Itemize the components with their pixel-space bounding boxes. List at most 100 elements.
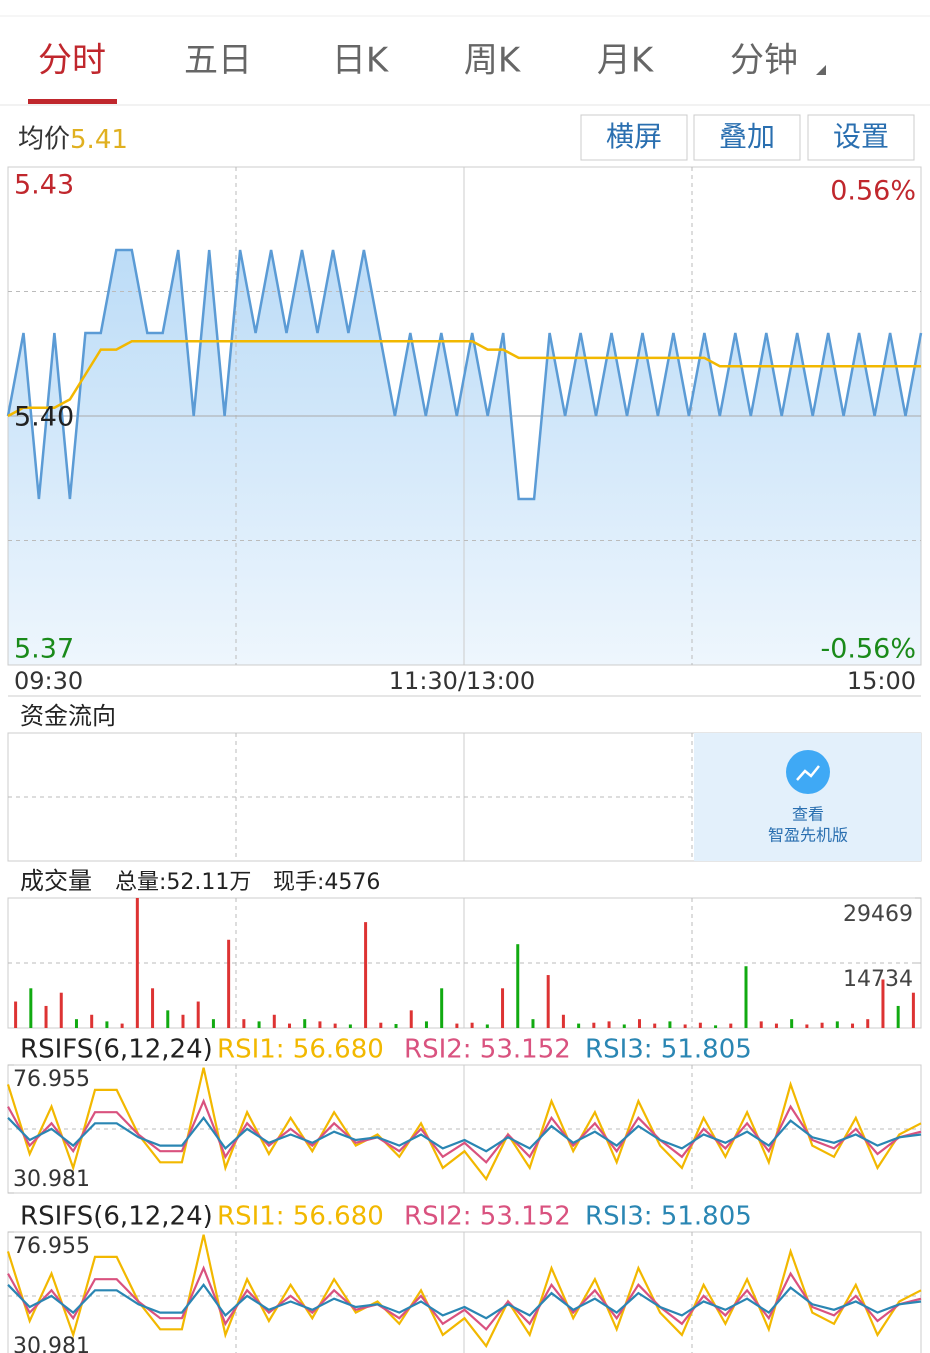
volume-bar (196, 1001, 200, 1028)
volume-bar (455, 1023, 459, 1028)
volume-bar (409, 1010, 413, 1028)
legend-entry: RSI1: 56.680 (217, 1202, 384, 1232)
price-top: 5.43 (14, 170, 74, 201)
volume-bar (105, 1021, 109, 1028)
volume-bar (74, 1019, 78, 1028)
volume-bar (531, 1019, 535, 1028)
pct-top: 0.56% (830, 176, 916, 207)
volume-bar (501, 988, 505, 1028)
promo-icon-arrow (796, 765, 820, 781)
volume-bar (440, 988, 444, 1028)
volume-bar (805, 1024, 809, 1028)
volume-bar (333, 1023, 337, 1028)
volume-bar (911, 992, 915, 1028)
volume-bar (835, 1021, 839, 1028)
volume-bar (790, 1019, 794, 1028)
rsi-header: RSIFS(6,12,24) (20, 1035, 213, 1065)
fund-title: 资金流向 (20, 702, 116, 730)
volume-bar (90, 1014, 94, 1028)
volume-bar (242, 1019, 246, 1028)
volume-bar (318, 1021, 322, 1028)
volume-bar (561, 1014, 565, 1028)
volume-bar (866, 1019, 870, 1028)
button-label[interactable]: 横屏 (606, 120, 662, 153)
avg-value: 5.41 (70, 125, 128, 155)
volume-bar (424, 1021, 428, 1028)
volume-bar (637, 1019, 641, 1028)
volume-bar (668, 1021, 672, 1028)
volume-title: 成交量 (20, 867, 92, 895)
volume-bar (227, 939, 231, 1028)
volume-bar (272, 1014, 276, 1028)
volume-total: 总量:52.11万 (115, 870, 251, 895)
volume-bar (881, 979, 885, 1028)
volume-bar (774, 1023, 778, 1028)
volume-bar (683, 1024, 687, 1028)
volume-bar (607, 1021, 611, 1028)
tab[interactable]: 日K (332, 41, 390, 81)
volume-bar (653, 1023, 657, 1028)
avg-label: 均价5.41 (18, 125, 128, 155)
volume-bar (394, 1024, 398, 1028)
volume-bar (851, 1023, 855, 1028)
button-label[interactable]: 设置 (833, 120, 889, 153)
dropdown-icon (816, 65, 826, 75)
rsi-tick-label: 76.955 (13, 1067, 90, 1092)
volume-bar (29, 988, 33, 1028)
promo-text: 智盈先机版 (768, 826, 848, 845)
time-label: 11:30/13:00 (389, 667, 535, 695)
time-label: 15:00 (847, 667, 916, 695)
rsi-line (7, 1282, 922, 1320)
button[interactable] (693, 114, 801, 161)
volume-bar (166, 1010, 170, 1028)
rsi-tick-label: 30.981 (13, 1334, 90, 1353)
tab[interactable]: 月K (597, 41, 655, 81)
button-label[interactable]: 叠加 (719, 120, 775, 153)
volume-bar (257, 1021, 261, 1028)
volume-bar (896, 1005, 900, 1028)
rsi-line (6, 1234, 922, 1349)
rsi-line (7, 1265, 922, 1331)
rsi-line (6, 1067, 922, 1182)
legend-entry: RSI3: 51.805 (585, 1202, 752, 1232)
volume-bar (59, 992, 63, 1028)
volume-bar (303, 1019, 307, 1028)
volume-bar (714, 1025, 718, 1028)
volume-bar (364, 922, 368, 1028)
tab-indicator (28, 99, 117, 104)
price-mid: 5.40 (14, 402, 74, 433)
volume-tick-label: 14734 (843, 967, 913, 992)
volume-bar (592, 1022, 596, 1028)
price-line (6, 248, 923, 501)
volume-bar (288, 1023, 292, 1028)
volume-bar (759, 1021, 763, 1028)
tab[interactable]: 分时 (38, 41, 106, 81)
tab[interactable]: 五日 (184, 41, 252, 81)
volume-bar (379, 1022, 383, 1028)
volume-bar (622, 1024, 626, 1028)
promo-text: 查看 (792, 805, 824, 824)
button[interactable] (807, 114, 915, 161)
legend-entry: RSI3: 51.805 (585, 1035, 752, 1065)
volume-bar (135, 898, 139, 1028)
volume-bar (744, 966, 748, 1028)
legend-entry: RSI2: 53.152 (404, 1035, 571, 1065)
rsi-line (7, 1115, 922, 1153)
avg-line (7, 340, 921, 418)
rsi-tick-label: 30.981 (13, 1167, 90, 1192)
rsi-line (7, 1098, 922, 1164)
tab[interactable]: 周K (464, 41, 522, 81)
time-label: 09:30 (14, 667, 83, 695)
volume-bar (181, 1014, 185, 1028)
rsi-header: RSIFS(6,12,24) (20, 1202, 213, 1232)
volume-bar (120, 1023, 124, 1028)
volume-bar (151, 988, 155, 1028)
button[interactable] (580, 114, 688, 161)
volume-current: 现手:4576 (273, 870, 380, 895)
volume-bar (729, 1023, 733, 1028)
volume-bar (820, 1022, 824, 1028)
volume-bar (348, 1024, 352, 1028)
price-bottom: 5.37 (14, 634, 74, 665)
volume-bar (577, 1023, 581, 1028)
tab[interactable]: 分钟 (730, 41, 798, 81)
